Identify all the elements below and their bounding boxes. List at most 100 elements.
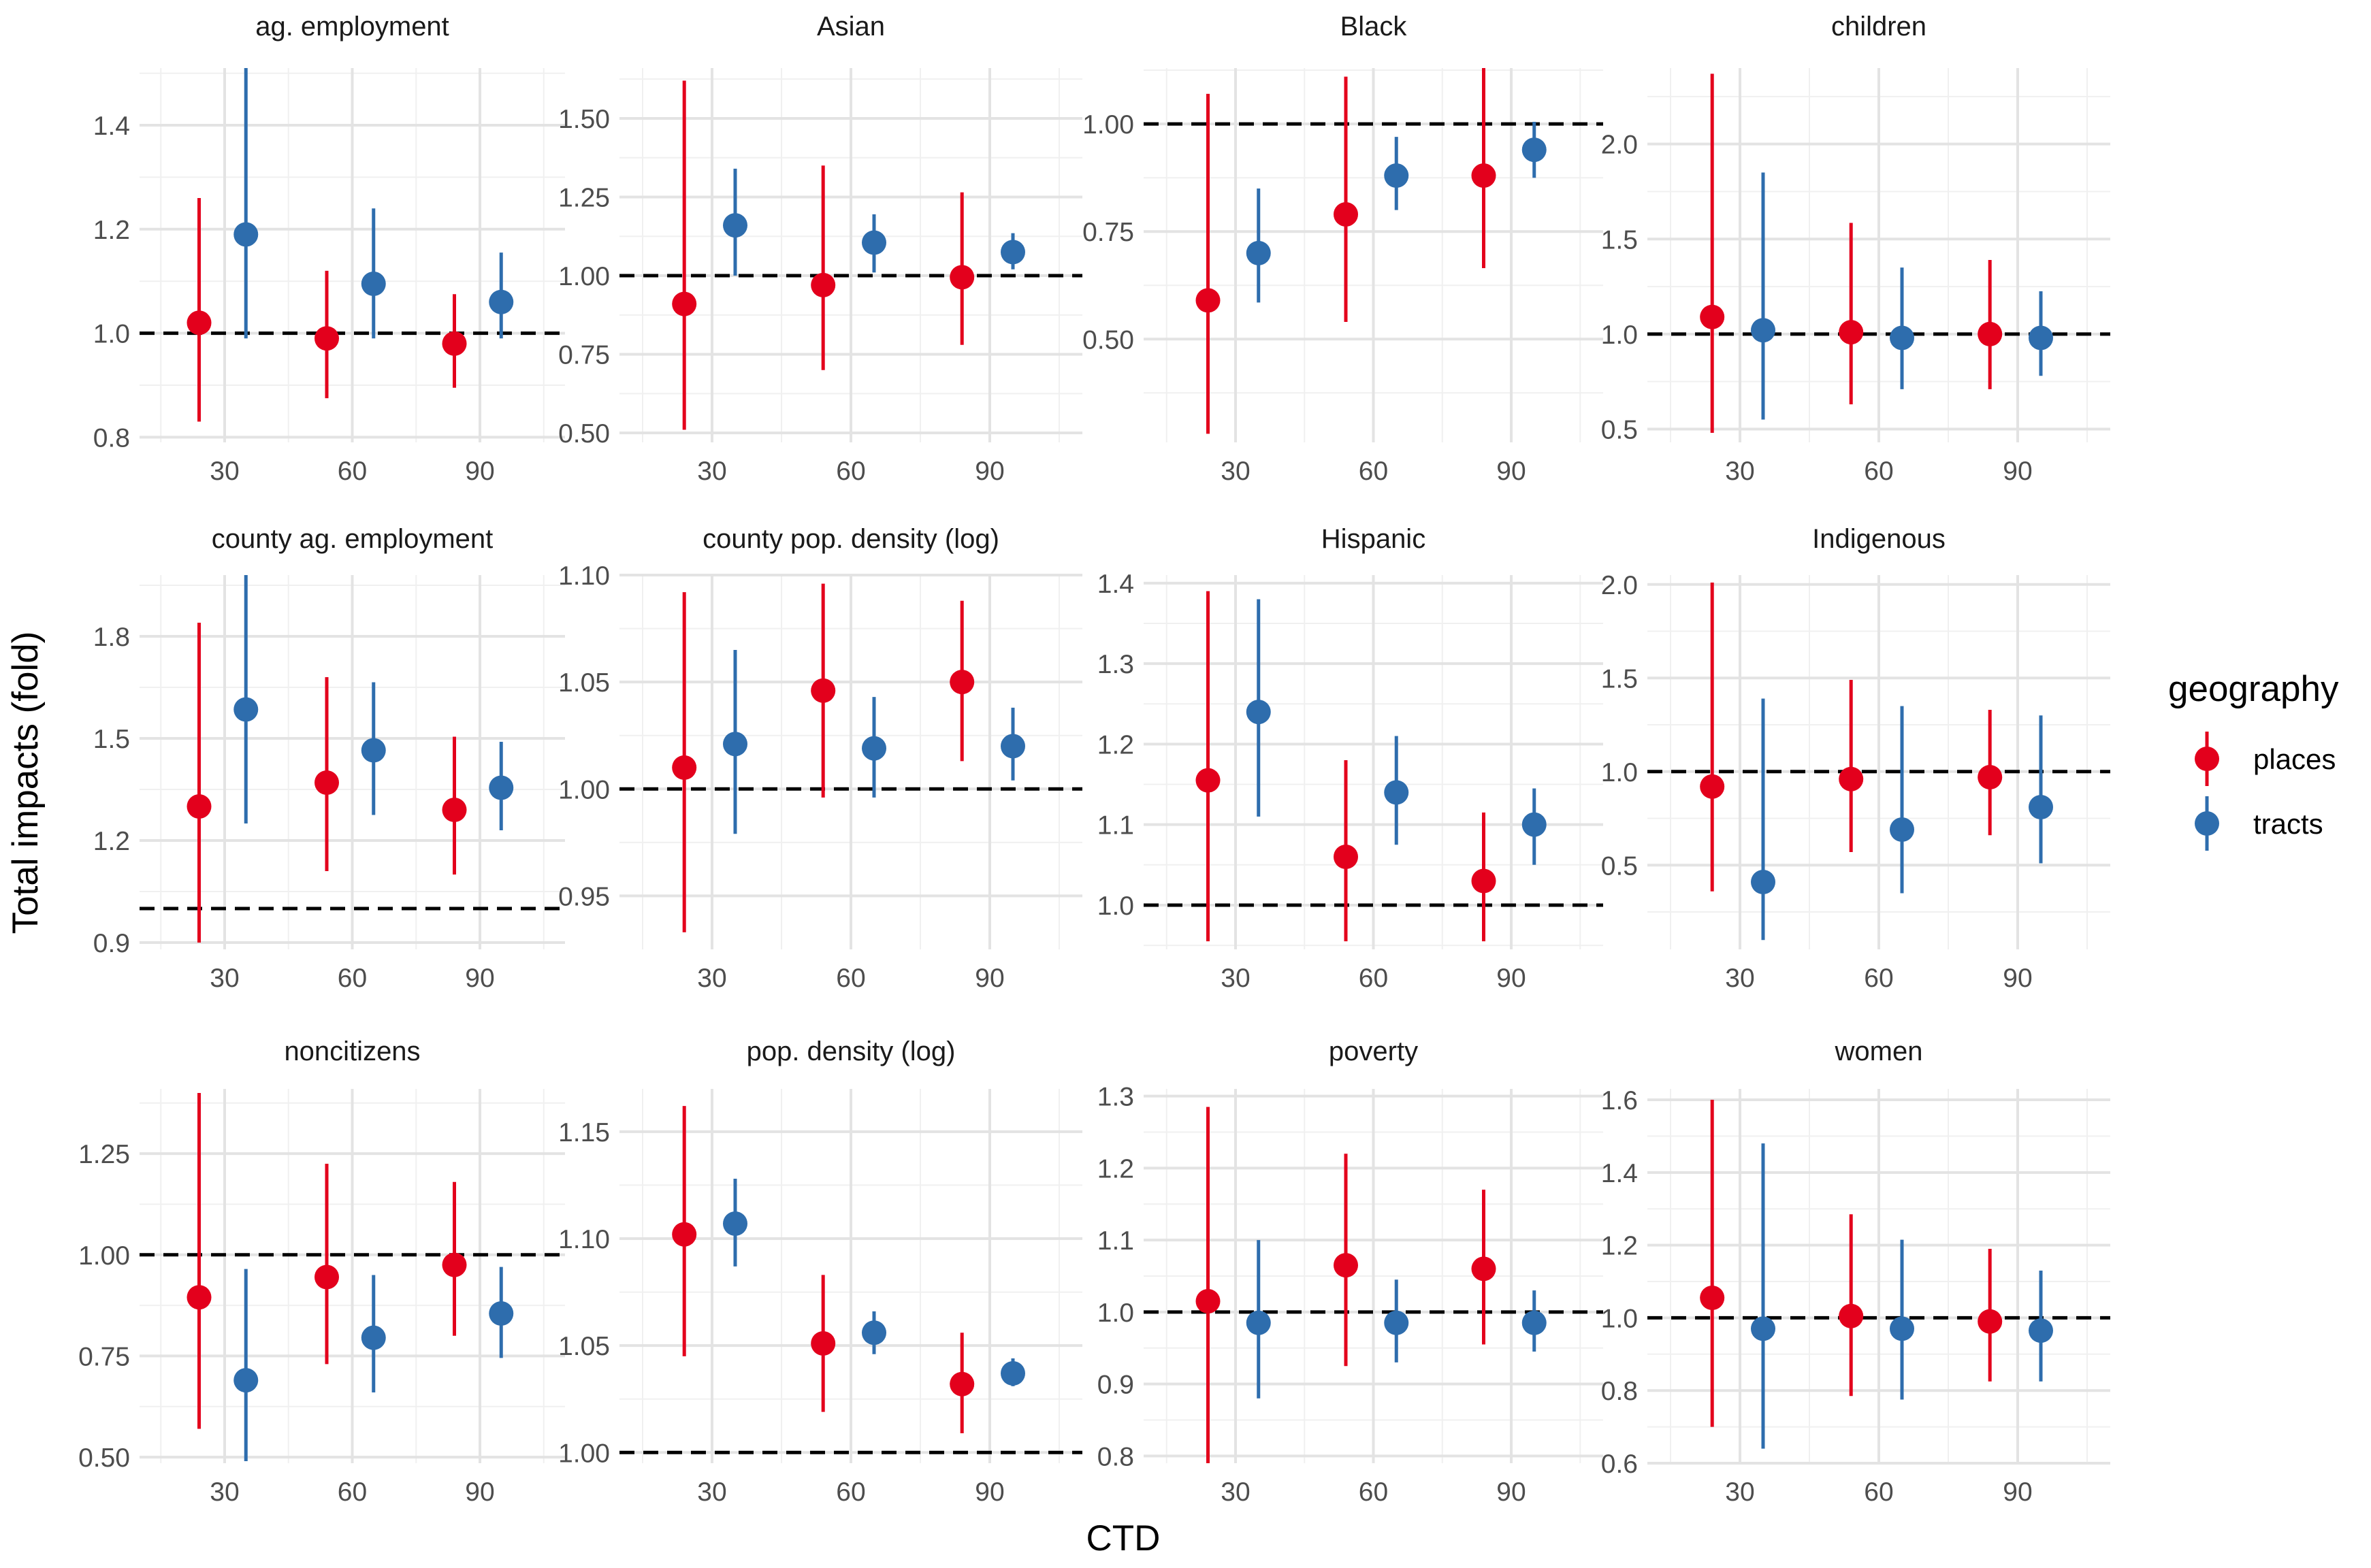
point-places [1700, 304, 1725, 329]
x-tick-label: 30 [210, 1477, 239, 1507]
y-tick-label: 1.15 [558, 1118, 610, 1147]
point-tracts [361, 272, 386, 297]
x-tick-label: 90 [1496, 1477, 1526, 1507]
facet-panel: county ag. employment 0.9 1.2 1.5 1.8 30 60 90 [93, 524, 565, 993]
y-tick-label: 0.50 [78, 1443, 130, 1473]
facet-panel: children 0.5 1.0 1.5 2.0 30 60 90 [1601, 12, 2110, 486]
point-tracts [862, 736, 886, 761]
x-tick-label: 90 [465, 964, 494, 993]
legend-entry-places: places [2195, 732, 2336, 786]
panel-title: children [1831, 12, 1926, 42]
legend-label: tracts [2253, 808, 2323, 840]
x-tick-label: 30 [1725, 964, 1754, 993]
y-tick-label: 1.4 [1097, 570, 1134, 599]
y-tick-label: 1.25 [558, 183, 610, 212]
legend: geography places tracts [2168, 669, 2339, 851]
x-tick-label: 60 [338, 1477, 367, 1507]
facet-panel: ag. employment 0.8 1.0 1.2 1.4 30 60 90 [93, 12, 565, 486]
point-places [672, 1222, 697, 1247]
y-tick-label: 0.50 [1082, 325, 1134, 355]
point-places [1471, 868, 1496, 894]
point-tracts [233, 222, 259, 247]
point-places [811, 1331, 836, 1356]
point-places [314, 326, 339, 351]
point-tracts [1890, 1316, 1914, 1341]
y-tick-label: 1.2 [1601, 1232, 1638, 1261]
legend-key-point [2195, 811, 2219, 836]
x-tick-label: 30 [1221, 964, 1250, 993]
x-tick-label: 90 [975, 457, 1004, 486]
x-tick-label: 30 [1221, 457, 1250, 486]
y-tick-label: 1.1 [1097, 811, 1134, 840]
y-tick-label: 1.0 [93, 320, 130, 349]
legend-entry-tracts: tracts [2195, 796, 2323, 851]
point-tracts [1246, 700, 1271, 725]
legend-key-point [2195, 747, 2219, 771]
panel-title: noncitizens [284, 1036, 420, 1066]
x-tick-label: 60 [1359, 1477, 1388, 1507]
point-tracts [489, 775, 514, 800]
point-tracts [1890, 325, 1914, 350]
x-tick-label: 90 [975, 964, 1004, 993]
point-tracts [1521, 1310, 1547, 1335]
y-tick-label: 1.00 [78, 1241, 130, 1271]
facet-panel: Indigenous 0.5 1.0 1.5 2.0 30 60 90 [1601, 524, 2110, 993]
x-tick-label: 60 [836, 1477, 865, 1507]
point-places [1334, 1253, 1358, 1278]
y-tick-label: 1.2 [1097, 1154, 1134, 1183]
y-tick-label: 0.75 [1082, 218, 1134, 247]
y-tick-label: 1.50 [558, 105, 610, 134]
point-places [442, 331, 467, 356]
facet-panel: poverty 0.8 0.9 1.0 1.1 1.2 1.3 30 60 90 [1097, 1036, 1603, 1507]
facet-panel: Hispanic 1.0 1.1 1.2 1.3 1.4 30 60 90 [1097, 524, 1603, 993]
panel-title: Asian [817, 12, 885, 42]
point-places [442, 798, 467, 822]
point-tracts [723, 1211, 747, 1236]
y-tick-label: 0.9 [1097, 1371, 1134, 1400]
point-places [1471, 1256, 1496, 1281]
point-places [442, 1252, 467, 1277]
point-places [672, 291, 697, 316]
y-tick-label: 0.75 [558, 341, 610, 370]
y-tick-label: 2.0 [1601, 131, 1638, 160]
point-places [1195, 288, 1221, 313]
x-tick-label: 90 [975, 1477, 1004, 1507]
y-tick-label: 1.5 [93, 725, 130, 754]
x-tick-label: 90 [1496, 964, 1526, 993]
point-places [1839, 1303, 1864, 1328]
point-places [950, 265, 975, 290]
y-tick-label: 0.8 [1097, 1442, 1134, 1471]
x-tick-label: 90 [1496, 457, 1526, 486]
point-places [950, 1371, 975, 1396]
point-tracts [1521, 137, 1547, 163]
point-places [672, 755, 697, 780]
point-tracts [1246, 240, 1271, 265]
facet-panel: Asian 0.50 0.75 1.00 1.25 1.50 30 60 90 [558, 12, 1082, 486]
point-tracts [361, 738, 386, 763]
x-tick-label: 60 [1864, 964, 1893, 993]
y-tick-label: 1.4 [1601, 1159, 1638, 1188]
panel-title: county pop. density (log) [703, 524, 999, 554]
panel-title: poverty [1329, 1036, 1418, 1066]
point-places [1700, 1286, 1725, 1311]
point-places [187, 1285, 212, 1310]
facet-panel: women 0.6 0.8 1.0 1.2 1.4 1.6 30 60 90 [1601, 1036, 2110, 1507]
y-tick-label: 0.6 [1601, 1450, 1638, 1479]
y-tick-label: 1.2 [1097, 730, 1134, 760]
legend-title: geography [2168, 669, 2339, 709]
x-tick-label: 60 [836, 457, 865, 486]
point-places [1700, 774, 1725, 799]
y-tick-label: 0.5 [1601, 851, 1638, 881]
y-tick-label: 1.4 [93, 112, 130, 141]
point-places [1839, 320, 1864, 345]
y-tick-label: 1.05 [558, 668, 610, 698]
x-tick-label: 30 [697, 457, 726, 486]
point-tracts [1890, 817, 1914, 842]
x-tick-label: 60 [1864, 1477, 1893, 1507]
point-tracts [862, 230, 886, 255]
point-tracts [1751, 318, 1775, 343]
point-places [811, 272, 836, 297]
y-tick-label: 1.0 [1601, 321, 1638, 350]
x-axis-title: CTD [1086, 1518, 1161, 1558]
y-tick-label: 0.8 [1601, 1377, 1638, 1406]
